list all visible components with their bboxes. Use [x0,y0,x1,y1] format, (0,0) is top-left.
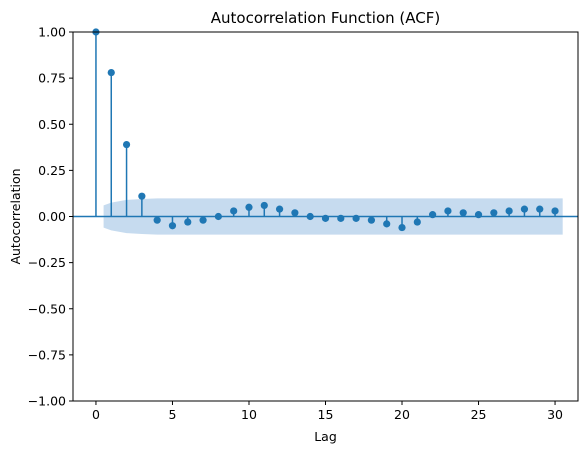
marker-lag-29 [536,205,544,213]
marker-lag-30 [551,207,559,215]
x-tick-label-10: 10 [241,407,257,422]
marker-lag-24 [459,209,467,217]
x-tick-label-30: 30 [547,407,563,422]
y-tick-label-5: 0.25 [38,163,66,178]
marker-lag-4 [153,216,161,224]
x-tick-label-0: 0 [92,407,100,422]
marker-lag-22 [429,211,437,219]
marker-lag-6 [184,218,192,226]
marker-lag-12 [275,205,284,213]
y-tick-label-2: −0.50 [28,301,66,316]
marker-lag-11 [260,201,268,210]
marker-lag-5 [168,222,177,230]
marker-lag-27 [505,207,513,215]
marker-lag-25 [474,211,483,219]
marker-lag-20 [398,223,406,232]
x-tick-label-5: 5 [168,407,176,422]
marker-lag-8 [214,212,222,221]
y-tick-label-8: 1.00 [38,25,66,40]
y-tick-label-7: 0.75 [38,71,66,86]
marker-lag-16 [337,214,345,222]
marker-lag-15 [321,214,330,222]
x-tick-label-20: 20 [394,407,410,422]
marker-lag-14 [306,212,314,221]
x-tick-label-25: 25 [471,407,487,422]
marker-lag-21 [413,218,421,226]
x-axis-label: Lag [314,429,337,444]
plot-area: 0 5 10 15 20 25 30 −1.00 −0.75 −0.50 −0.25 0.00 0.25… [28,25,579,422]
marker-lag-2 [122,140,131,149]
marker-lag-3 [138,192,146,200]
marker-lag-28 [520,205,529,213]
marker-lag-18 [367,216,376,224]
y-tick-label-0: −1.00 [28,394,66,409]
marker-lag-17 [352,214,360,222]
y-tick-label-3: −0.25 [28,255,66,270]
marker-lag-1 [107,68,115,77]
y-tick-label-6: 0.50 [38,117,66,132]
y-tick-label-4: 0.00 [38,209,66,224]
marker-lag-10 [245,203,253,211]
marker-lag-7 [199,216,207,224]
y-tick-label-1: −0.75 [28,347,66,362]
marker-lag-9 [230,207,238,215]
marker-lag-23 [444,207,452,215]
x-tick-label-15: 15 [318,407,334,422]
y-axis-label: Autocorrelation [8,168,23,264]
marker-lag-13 [291,209,299,217]
marker-lag-19 [383,220,391,228]
chart-title: Autocorrelation Function (ACF) [211,9,440,27]
marker-lag-26 [490,209,498,217]
